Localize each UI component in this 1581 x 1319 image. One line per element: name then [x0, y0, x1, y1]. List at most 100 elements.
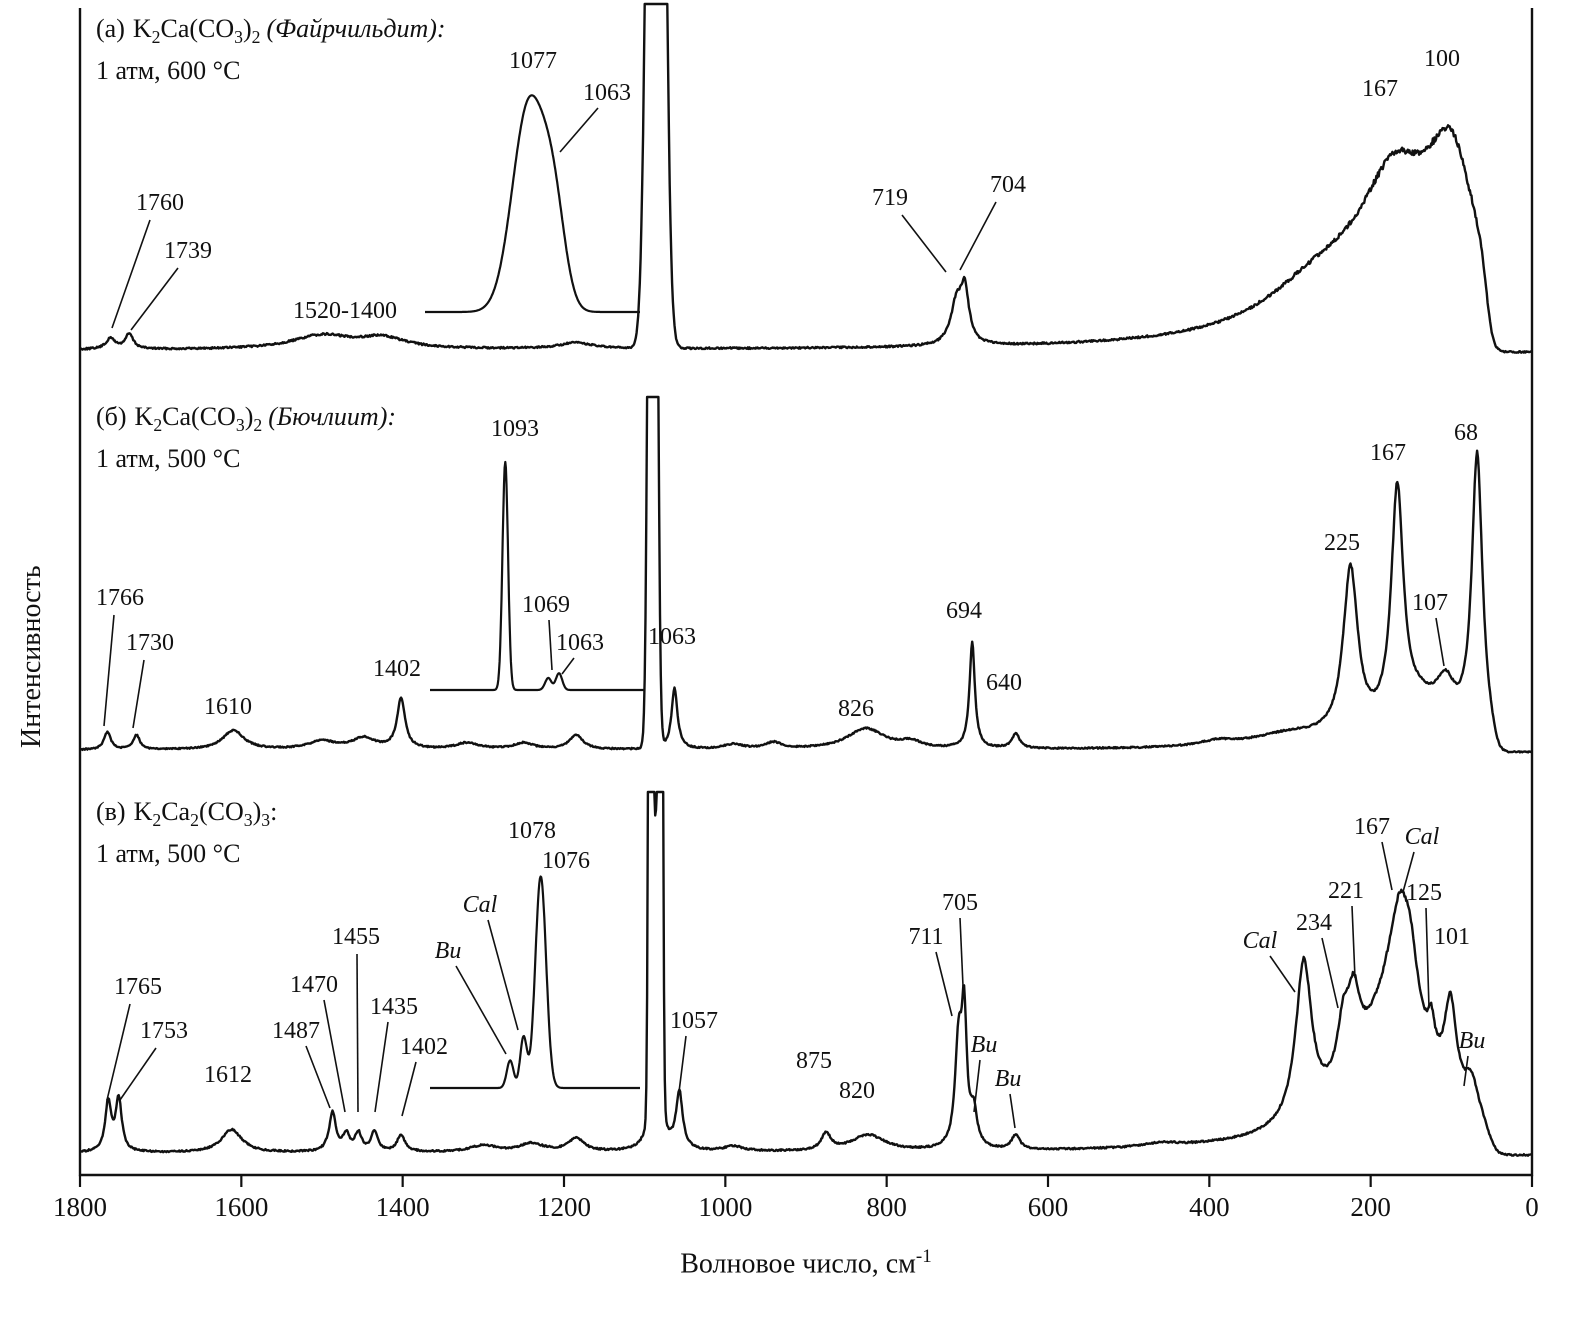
formula-subscript: 3 — [235, 415, 245, 436]
panel-b-conditions: 1 атм, 500 °C — [96, 444, 241, 474]
plot-border — [78, 8, 1534, 1177]
panel-a-mineral: (Файрчильдит): — [266, 14, 446, 43]
peak-label: 1470 — [290, 972, 338, 998]
peak-label: 820 — [839, 1078, 875, 1104]
peak-label: 167 — [1362, 76, 1398, 102]
superscript: -1 — [915, 1246, 932, 1267]
peak-label: 1753 — [140, 1018, 188, 1044]
panel-b-letter: (б) — [96, 402, 127, 431]
peak-label: 719 — [872, 185, 908, 211]
spectrum-curve-b — [79, 395, 1533, 754]
peak-label: 1063 — [648, 624, 696, 650]
peak-label: 225 — [1324, 530, 1360, 556]
peak-label: Cal — [1405, 824, 1440, 850]
x-tick-label: 1800 — [53, 1192, 107, 1222]
leader-line — [1463, 1055, 1469, 1087]
peak-label: 1520-1400 — [293, 298, 397, 324]
leader-line — [1351, 905, 1356, 979]
text-run: : — [270, 797, 278, 826]
panel-v-title: (в) K2Ca2(CO3)3: 1 атм, 500 °C — [96, 795, 283, 871]
leader-line — [973, 1059, 981, 1113]
peak-label: 1730 — [126, 630, 174, 656]
peak-label: 234 — [1296, 910, 1332, 936]
panel-a-title: (а) K2Ca(CO3)2 (Файрчильдит): 1 атм, 600 °… — [96, 12, 446, 88]
formula-subscript: 2 — [153, 415, 163, 436]
peak-label: 1487 — [272, 1018, 320, 1044]
x-tick-label: 1600 — [214, 1192, 268, 1222]
x-tick-label: 1000 — [698, 1192, 752, 1222]
text-run: K — [133, 797, 153, 826]
x-tick-label: 800 — [866, 1192, 907, 1222]
leader-line — [1009, 1093, 1016, 1129]
text-run: (CO — [198, 797, 244, 826]
x-tick-label: 1400 — [376, 1192, 430, 1222]
peak-label: 1765 — [114, 974, 162, 1000]
inset-curve-a — [424, 94, 641, 314]
peak-label: 711 — [908, 924, 943, 950]
y-axis-label: Интенсивность — [16, 565, 47, 748]
peak-label: 826 — [838, 696, 874, 722]
peak-label: 167 — [1354, 814, 1390, 840]
leader-line — [1402, 851, 1415, 893]
leader-line — [559, 107, 599, 153]
text-run: Ca(CO — [162, 402, 236, 431]
peak-label: 1435 — [370, 994, 418, 1020]
panel-a-title-line1: (а) K2Ca(CO3)2 (Файрчильдит): — [96, 12, 446, 54]
peak-label: 1760 — [136, 190, 184, 216]
peak-label: 640 — [986, 670, 1022, 696]
peak-label: Bu — [435, 938, 462, 964]
panel-v-letter: (в) — [96, 797, 126, 826]
peak-label: 107 — [1412, 590, 1448, 616]
peak-label: 1612 — [204, 1062, 252, 1088]
leader-line — [106, 1003, 131, 1101]
inset-curve-v — [429, 875, 641, 1090]
leader-line — [959, 201, 997, 271]
x-axis-label: Волновое число, см-1 — [80, 1246, 1532, 1280]
panel-v-conditions: 1 атм, 500 °C — [96, 839, 241, 869]
spectrum-curve-v — [79, 790, 1533, 1157]
leader-line — [487, 919, 519, 1031]
peak-label: 1402 — [400, 1034, 448, 1060]
formula-subscript: 2 — [253, 415, 263, 436]
peak-label: 1057 — [670, 1008, 718, 1034]
peak-label: Cal — [463, 892, 498, 918]
peak-label: 694 — [946, 598, 982, 624]
peak-label: 68 — [1454, 420, 1478, 446]
leader-line — [678, 1035, 687, 1093]
panel-b-mineral: (Бючлиит): — [268, 402, 397, 431]
text-run: ) — [252, 797, 262, 826]
leader-line — [1321, 937, 1339, 1009]
peak-label: 1077 — [509, 48, 557, 74]
peak-label: 1063 — [556, 630, 604, 656]
peak-label: Bu — [971, 1032, 998, 1058]
leader-line — [356, 953, 359, 1113]
leader-line — [1425, 907, 1430, 1009]
text-run: K — [132, 14, 152, 43]
leader-line — [323, 999, 346, 1113]
leader-line — [305, 1045, 331, 1109]
spectrum-curve-a — [79, 2, 1533, 354]
x-tick-label: 1200 — [537, 1192, 591, 1222]
leader-line — [935, 951, 953, 1017]
x-tick-label: 0 — [1525, 1192, 1539, 1222]
peak-label: 1739 — [164, 238, 212, 264]
peak-label: 1402 — [373, 656, 421, 682]
peak-label: 705 — [942, 890, 978, 916]
peak-label: 1766 — [96, 585, 144, 611]
leader-line — [548, 619, 553, 671]
formula-subscript: 3 — [243, 810, 253, 831]
text-run: ) — [243, 14, 252, 43]
x-tick-label: 600 — [1028, 1192, 1069, 1222]
peak-label: Bu — [995, 1066, 1022, 1092]
leader-line — [1381, 841, 1393, 891]
formula-subscript: 2 — [151, 27, 161, 48]
peak-label: 167 — [1370, 440, 1406, 466]
leader-line — [455, 965, 507, 1055]
text-run: Волновое число, см — [680, 1248, 916, 1280]
peak-label: 1610 — [204, 694, 252, 720]
leader-line — [111, 219, 151, 329]
peak-label: 1063 — [583, 80, 631, 106]
peak-label: 100 — [1424, 46, 1460, 72]
peak-label: 875 — [796, 1048, 832, 1074]
text-run: Ca — [161, 797, 191, 826]
